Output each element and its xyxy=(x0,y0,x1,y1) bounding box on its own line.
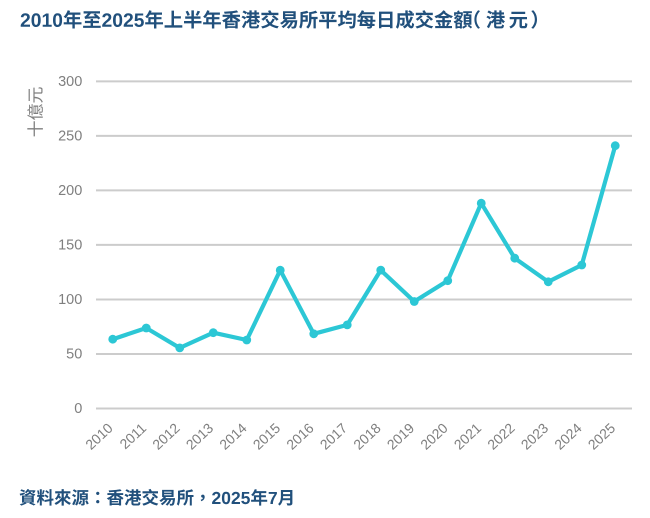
svg-text:100: 100 xyxy=(58,292,82,308)
svg-text:0: 0 xyxy=(74,401,82,417)
svg-text:200: 200 xyxy=(58,183,82,199)
svg-text:250: 250 xyxy=(58,129,82,145)
svg-text:50: 50 xyxy=(66,347,82,363)
svg-text:150: 150 xyxy=(58,238,82,254)
svg-text:300: 300 xyxy=(58,74,82,90)
